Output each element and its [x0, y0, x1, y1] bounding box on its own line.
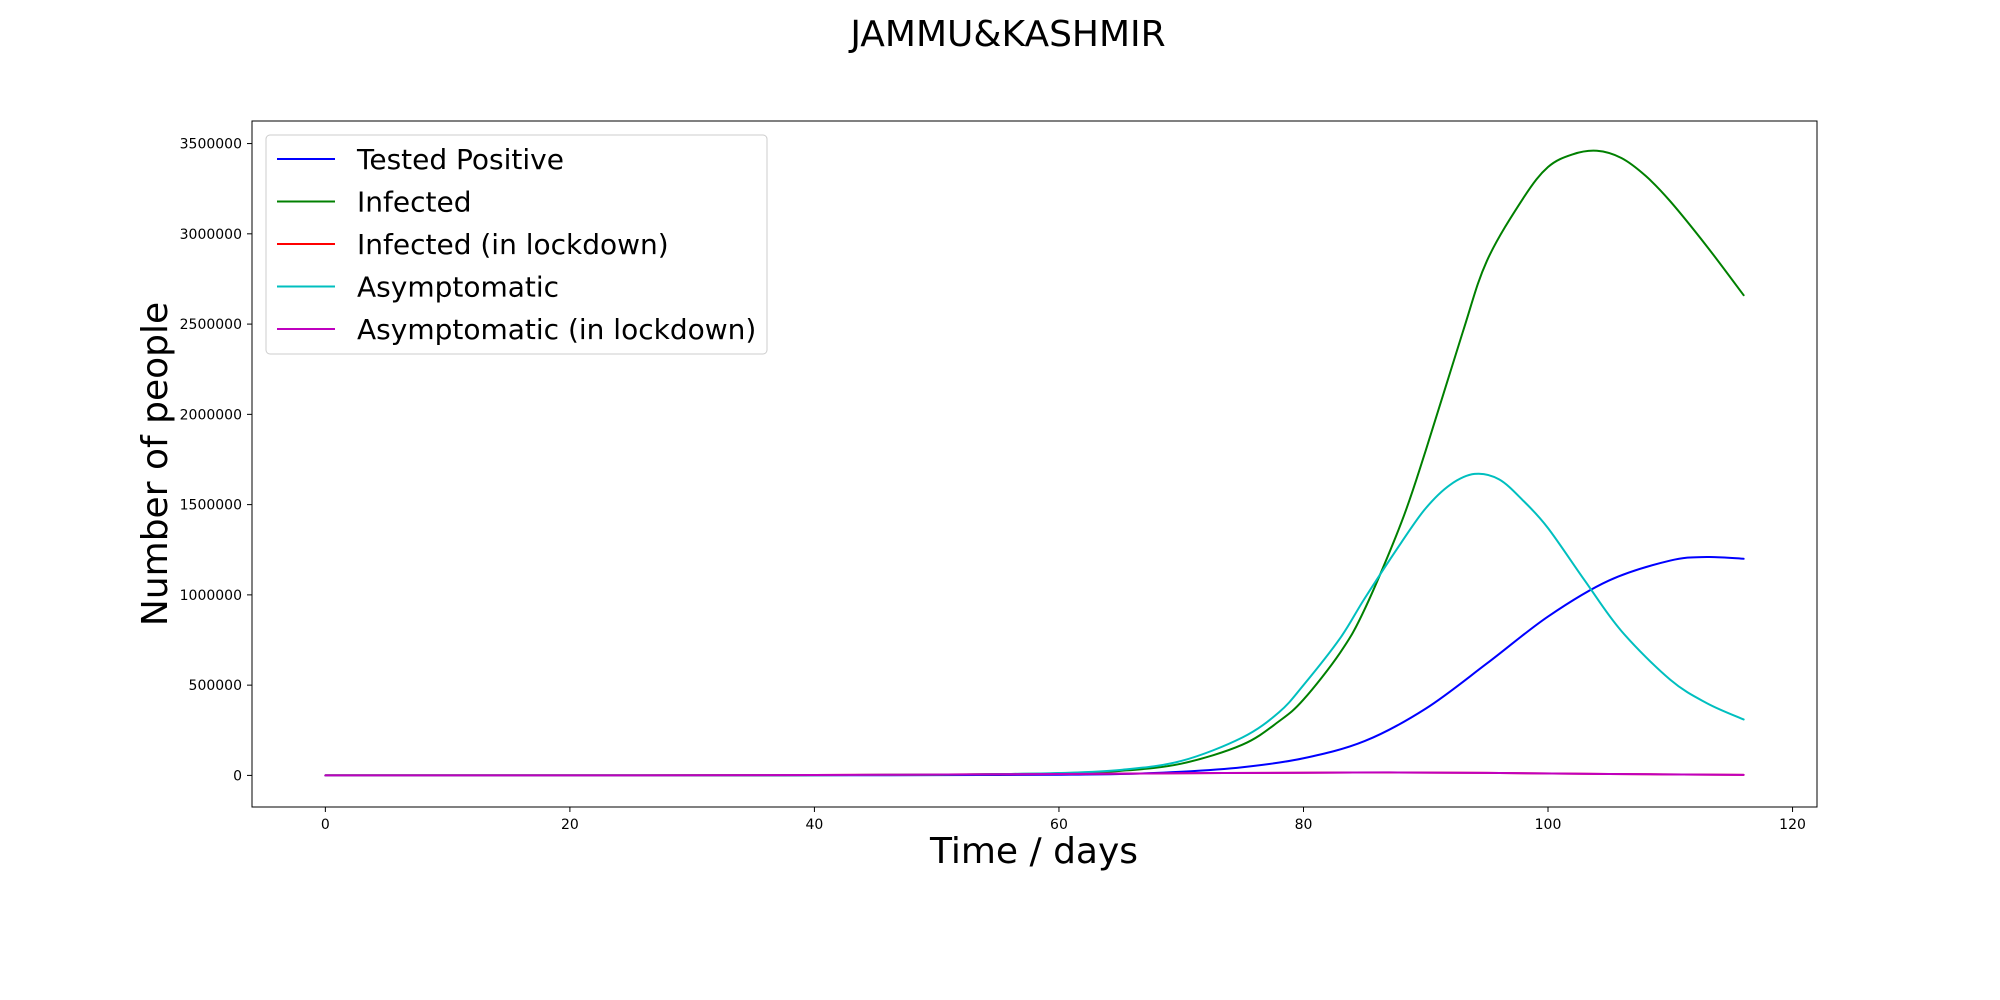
x-tick-label: 60: [1050, 817, 1068, 833]
y-tick-label: 2000000: [180, 407, 242, 423]
legend-box: [265, 134, 768, 355]
x-tick-label: 100: [1535, 817, 1562, 833]
y-tick-label: 500000: [189, 678, 242, 694]
x-tick-label: 0: [321, 817, 330, 833]
legend: Tested Positive Infected Infected (in lock…: [265, 134, 768, 355]
legend-label-asymptomatic-in-lockdown: Asymptomatic (in lockdown): [357, 313, 756, 346]
y-tick-label: 0: [233, 768, 242, 784]
y-tick-label: 1500000: [180, 498, 242, 514]
x-axis-ticks: 0 20 40 60 80 100 120: [321, 807, 1806, 833]
y-axis-label: Number of people: [135, 302, 176, 626]
x-tick-label: 40: [806, 817, 824, 833]
y-tick-label: 2500000: [180, 317, 242, 333]
chart-title: JAMMU&KASHMIR: [848, 14, 1165, 55]
legend-label-tested-positive: Tested Positive: [356, 143, 564, 176]
y-axis-ticks: 0 500000 1000000 1500000 2000000 2500000 30000…: [180, 137, 252, 784]
series-line-asymptomatic-in-lockdown: [324, 771, 1745, 777]
x-tick-label: 20: [561, 817, 579, 833]
legend-label-infected: Infected: [357, 186, 471, 219]
y-tick-label: 3000000: [180, 227, 242, 243]
x-axis-label: Time / days: [929, 831, 1138, 872]
y-tick-label: 3500000: [180, 137, 242, 153]
y-tick-label: 1000000: [180, 588, 242, 604]
series-lines: [324, 149, 1745, 777]
legend-label-infected-in-lockdown: Infected (in lockdown): [357, 228, 669, 261]
legend-label-asymptomatic: Asymptomatic: [357, 271, 559, 304]
x-tick-label: 80: [1295, 817, 1313, 833]
x-tick-label: 120: [1779, 817, 1806, 833]
